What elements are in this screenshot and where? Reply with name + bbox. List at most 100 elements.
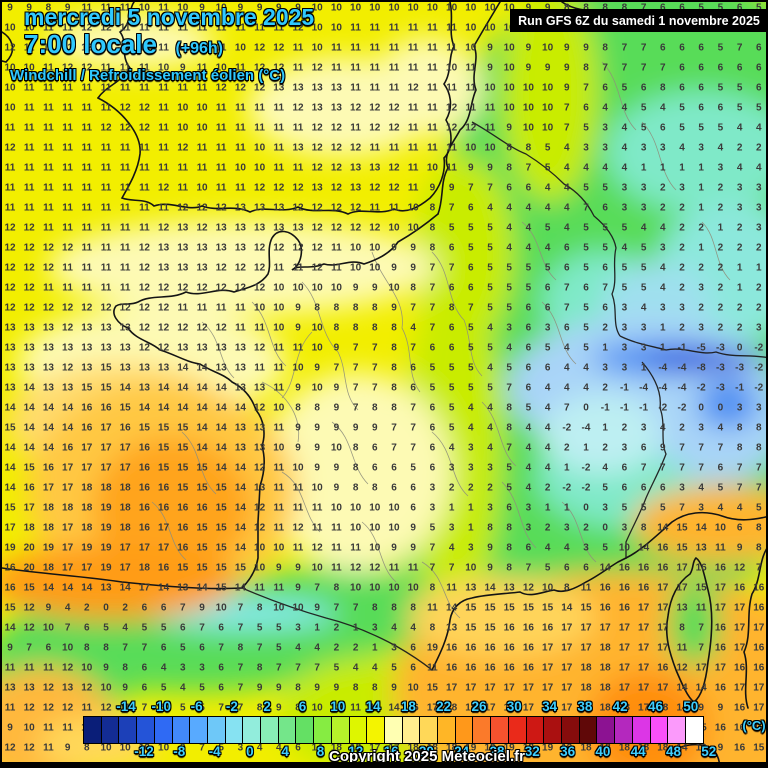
grid-value: 11	[24, 203, 35, 214]
grid-value: 12	[81, 683, 92, 694]
grid-value: 7	[218, 643, 224, 654]
grid-value: 12	[254, 403, 265, 414]
grid-value: 8	[583, 3, 589, 14]
grid-value: 11	[389, 83, 400, 94]
grid-value: 12	[196, 203, 207, 214]
grid-value: 18	[580, 743, 591, 754]
grid-value: 10	[312, 563, 323, 574]
grid-value: 9	[334, 383, 340, 394]
grid-value: 10	[696, 743, 707, 754]
grid-value: 16	[600, 583, 611, 594]
grid-value: 11	[350, 23, 361, 34]
grid-value: 2	[718, 303, 724, 314]
grid-value: 17	[561, 643, 572, 654]
grid-value: 16	[100, 403, 111, 414]
grid-value: 7	[679, 463, 685, 474]
grid-value: 4	[526, 223, 532, 234]
grid-value: 16	[139, 523, 150, 534]
grid-value: 15	[158, 423, 169, 434]
grid-value: 17	[696, 663, 707, 674]
grid-value: 11	[120, 143, 131, 154]
grid-value: 3	[468, 443, 474, 454]
grid-value: 12	[100, 23, 111, 34]
grid-value: 4	[506, 343, 512, 354]
grid-value: 11	[101, 3, 112, 14]
grid-value: 7	[698, 623, 704, 634]
grid-value: 11	[120, 223, 131, 234]
grid-value: 3	[602, 503, 608, 514]
grid-value: 17	[81, 463, 92, 474]
grid-value: 7	[622, 63, 628, 74]
grid-value: 12	[273, 63, 284, 74]
grid-value: 6	[718, 63, 724, 74]
grid-value: 12	[254, 43, 265, 54]
grid-value: 11	[677, 643, 688, 654]
belgium-germany-border	[471, 121, 621, 337]
grid-value: 11	[101, 103, 112, 114]
grid-value: 2	[756, 283, 762, 294]
grid-value: 6	[679, 83, 685, 94]
grid-value: 11	[408, 563, 419, 574]
grid-value: 11	[216, 23, 227, 34]
grid-value: 11	[139, 63, 150, 74]
grid-value: 11	[350, 703, 361, 714]
grid-value: 17	[62, 543, 73, 554]
grid-value: 19	[561, 743, 572, 754]
grid-value: 12	[62, 363, 73, 374]
grid-value: 5	[218, 723, 224, 734]
grid-value: 7	[737, 463, 743, 474]
grid-value: 3	[622, 523, 628, 534]
grid-value: 19	[4, 543, 15, 554]
grid-value: 10	[542, 583, 553, 594]
grid-value: 11	[389, 203, 400, 214]
grid-value: 13	[177, 223, 188, 234]
grid-value: 16	[158, 563, 169, 574]
grid-value: 11	[274, 383, 285, 394]
grid-value: 12	[388, 123, 399, 134]
grid-value: 11	[24, 43, 35, 54]
grid-value: 16	[62, 443, 73, 454]
grid-value: 6	[449, 343, 455, 354]
grid-value: 11	[216, 43, 227, 54]
grid-value: 17	[542, 643, 553, 654]
grid-value: 5	[161, 683, 167, 694]
grid-value: 14	[158, 583, 169, 594]
grid-value: 11	[331, 703, 342, 714]
grid-value: 4	[564, 143, 570, 154]
grid-value: 10	[312, 283, 323, 294]
grid-value: 12	[139, 303, 150, 314]
grid-value: 10	[216, 3, 227, 14]
grid-value: 5	[679, 103, 685, 114]
grid-value: 14	[62, 423, 73, 434]
grid-value: 17	[24, 503, 35, 514]
grid-value: 14	[216, 423, 227, 434]
grid-value: 16	[120, 423, 131, 434]
grid-value: 17	[619, 683, 630, 694]
grid-value: 8	[506, 543, 512, 554]
grid-value: 18	[81, 503, 92, 514]
grid-value: 1	[718, 223, 724, 234]
grid-value: 7	[372, 343, 378, 354]
grid-value: 6	[180, 623, 186, 634]
grid-value: 8	[641, 523, 647, 534]
grid-value: 11	[43, 43, 54, 54]
grid-value: 11	[427, 663, 438, 674]
grid-value: 5	[641, 243, 647, 254]
grid-value: 18	[600, 743, 611, 754]
grid-value: 17	[657, 603, 668, 614]
grid-value: 14	[43, 583, 54, 594]
grid-value: 6	[295, 743, 301, 754]
grid-value: 10	[139, 743, 150, 754]
grid-value: -4	[678, 363, 687, 374]
grid-value: 4	[737, 503, 743, 514]
grid-value: 2	[660, 203, 666, 214]
grid-value: 18	[120, 503, 131, 514]
grid-value: 13	[43, 363, 54, 374]
grid-value: 12	[312, 123, 323, 134]
grid-value: 10	[312, 43, 323, 54]
grid-value: 5	[641, 103, 647, 114]
grid-value: 10	[254, 563, 265, 574]
grid-value: 11	[293, 163, 304, 174]
grid-value: 10	[177, 123, 188, 134]
grid-value: 11	[408, 123, 419, 134]
